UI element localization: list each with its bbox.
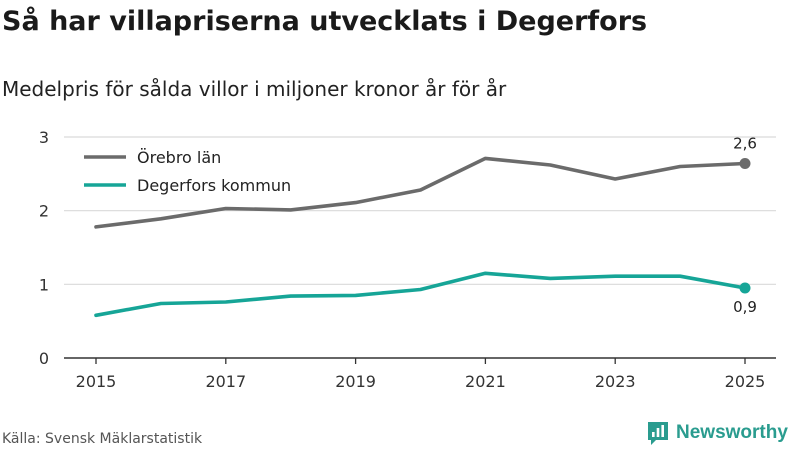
x-tick-label: 2021 [465,372,506,391]
series-line-0 [94,156,747,229]
series-end-label-0: 2,6 [733,135,757,153]
y-tick-label: 0 [39,349,49,368]
chart-title: Så har villapriserna utvecklats i Degerf… [2,6,648,37]
x-tick-label: 2019 [335,372,376,391]
y-tick-label: 2 [39,202,49,221]
series-end-marker-1 [739,282,751,294]
legend-label-1: Degerfors kommun [137,176,291,195]
series-end-marker-0 [739,158,751,170]
y-tick-label: 1 [39,275,49,294]
x-tick-label: 2023 [595,372,636,391]
x-tick-label: 2017 [205,372,246,391]
brand-name: Newsworthy [676,422,788,443]
brand-logo: Newsworthy [646,420,788,446]
newsworthy-logo-icon [648,422,668,445]
line-chart: 0 1 2 3 2015 2017 2019 2021 2023 2025 2,6 0,9 Örebro… [39,128,776,391]
legend-label-0: Örebro län [137,148,221,167]
x-tick-label: 2015 [76,372,117,391]
source-note: Källa: Svensk Mäklarstatistik [2,431,203,447]
series-line-1 [94,271,747,318]
y-tick-label: 3 [39,128,49,147]
series-end-label-1: 0,9 [733,298,757,316]
x-tick-label: 2025 [725,372,766,391]
chart-subtitle: Medelpris för sålda villor i miljoner kr… [2,77,507,101]
